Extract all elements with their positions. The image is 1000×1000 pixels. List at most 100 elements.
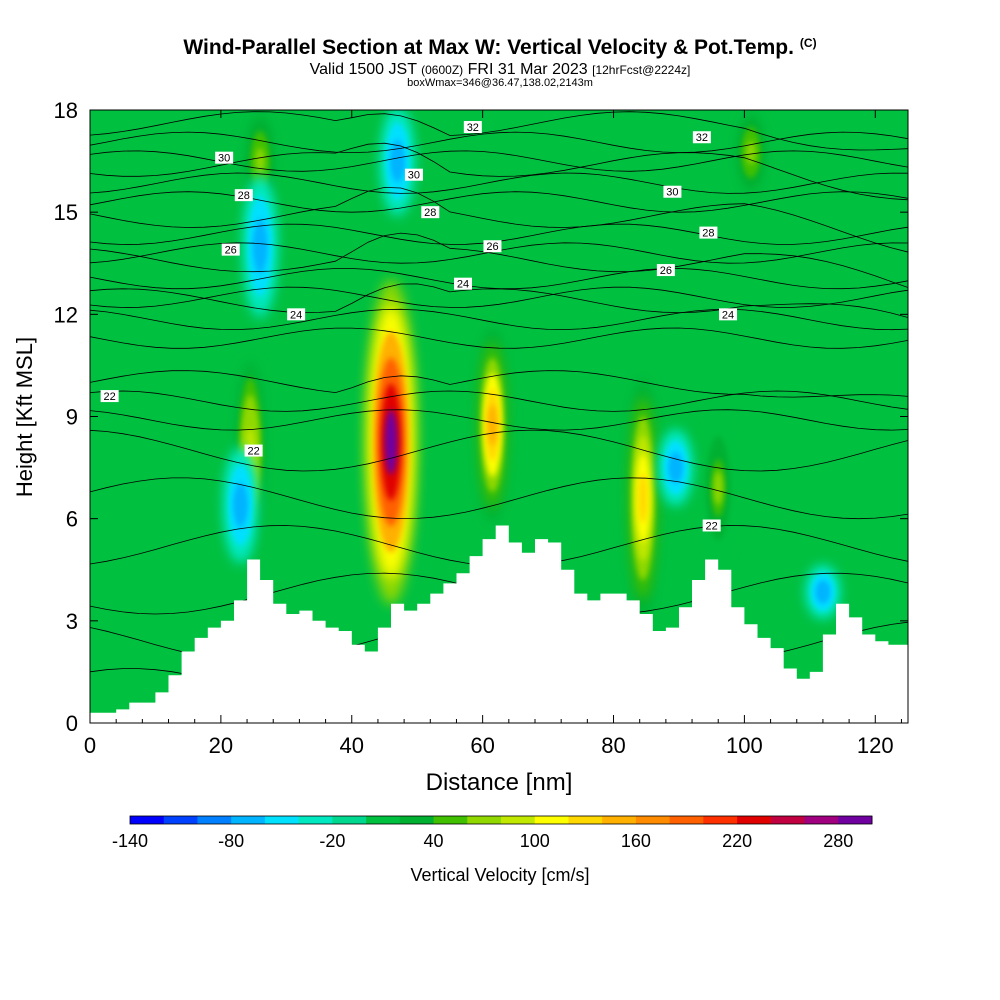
y-axis: 0 3 6 9 12 15 18 [54, 98, 908, 736]
colorbar-tick-label: 40 [424, 831, 444, 851]
contour-label: 30 [215, 151, 234, 165]
contour-label: 24 [287, 308, 306, 321]
velocity-core-11 [806, 565, 839, 619]
colorbar-tick-label: -20 [319, 831, 345, 851]
colorbar-swatch [163, 816, 198, 824]
velocity-core-5 [734, 110, 767, 200]
colorbar-frame [129, 815, 873, 825]
x-tick-label: 120 [857, 733, 894, 758]
isentrope-line [90, 172, 908, 194]
contour-label-text: 30 [408, 170, 420, 182]
isentrope-line [90, 477, 908, 520]
y-tick-label: 6 [66, 507, 78, 532]
colorbar-swatch [804, 816, 839, 824]
contour-label: 22 [702, 519, 721, 532]
contour-label-text: 30 [666, 187, 678, 199]
contour-label: 30 [663, 185, 682, 199]
x-tick-label: 20 [209, 733, 233, 758]
contour-label: 30 [404, 168, 423, 182]
contour-label-text: 22 [706, 520, 718, 532]
y-tick-label: 3 [66, 609, 78, 634]
isentrope-contours [90, 111, 908, 710]
colorbar-swatch [399, 816, 435, 824]
isentrope-line [90, 308, 908, 331]
isentrope-line [90, 409, 908, 431]
colorbar-swatch [669, 816, 704, 824]
colorbar-swatch [534, 816, 569, 824]
isentrope-line [90, 267, 908, 290]
colorbar-swatch [197, 816, 232, 824]
colorbar-swatch [264, 816, 300, 824]
colorbar-swatch [231, 816, 266, 824]
contour-label-text: 28 [238, 190, 250, 202]
contour-label-text: 32 [467, 122, 479, 134]
velocity-core-2 [626, 378, 659, 619]
contour-label: 32 [692, 131, 711, 144]
chart-title: Wind-Parallel Section at Max W: Vertical… [0, 36, 1000, 60]
copyright-mark: (C) [799, 36, 817, 50]
valid-time-line: Valid 1500 JST (0600Z) FRI 31 Mar 2023 [… [0, 61, 1000, 79]
colorbar-swatch [433, 816, 468, 824]
y-tick-label: 9 [66, 405, 78, 430]
x-axis-label: Distance [nm] [426, 769, 573, 796]
colorbar-swatch [130, 816, 165, 824]
contour-label: 22 [100, 390, 119, 403]
contour-label-text: 26 [225, 245, 237, 257]
isentrope-line [90, 286, 908, 308]
forecast-info: [12hrFcst@2224z] [592, 63, 691, 77]
colorbar-tick-label: 160 [621, 831, 651, 851]
colorbar-swatch [770, 816, 806, 824]
contour-label-text: 24 [722, 309, 734, 321]
isentrope-line-28 [90, 186, 908, 253]
x-tick-label: 60 [470, 733, 494, 758]
isentrope-line [90, 429, 908, 472]
y-tick-label: 15 [54, 200, 78, 225]
y-tick-label: 0 [66, 711, 78, 736]
terrain [90, 525, 908, 723]
velocity-core-8 [244, 174, 277, 319]
isentrope-line-22 [90, 370, 908, 398]
contour-label: 26 [483, 240, 502, 253]
y-axis-label: Height [Kft MSL] [12, 337, 37, 497]
contour-label-text: 24 [290, 309, 302, 321]
contour-label: 24 [454, 277, 473, 291]
colorbar-swatch [501, 816, 536, 824]
contour-label-text: 30 [218, 153, 230, 165]
contour-label-text: 24 [457, 279, 469, 291]
x-tick-label: 40 [340, 733, 364, 758]
contour-label: 32 [463, 121, 482, 134]
chart-title-main: Wind-Parallel Section at Max W: Vertical… [183, 36, 794, 59]
y-tick-label: 18 [54, 98, 78, 123]
colorbar-tick-label: -80 [218, 831, 244, 851]
isentrope-line [90, 131, 908, 154]
isentrope-line [90, 191, 908, 213]
contour-label-text: 28 [702, 228, 714, 240]
x-axis: 0 20 40 60 80 100 120 [84, 110, 902, 758]
velocity-core-1 [476, 327, 509, 523]
contour-label-text: 32 [696, 132, 708, 144]
x-tick-label: 0 [84, 733, 96, 758]
contour-labels: 32 32 30 30 30 28 28 28 26 26 26 24 24 24 22 22 22 [100, 121, 738, 532]
isentrope-line-32 [90, 111, 908, 151]
contour-label: 28 [699, 226, 718, 240]
colorbar-swatch [602, 816, 637, 824]
y-tick-label: 12 [54, 302, 78, 327]
colorbar-tick-label: 100 [520, 831, 550, 851]
contour-label: 28 [234, 189, 253, 202]
contour-label: 26 [221, 243, 240, 257]
colorbar-swatch [635, 816, 671, 824]
contour-label: 24 [719, 308, 738, 321]
colorbar-tick-label: -140 [112, 831, 148, 851]
colorbar-swatch [467, 816, 502, 824]
isentrope-line [90, 327, 908, 349]
valid-prefix: Valid 1500 JST [309, 61, 417, 78]
colorbar-swatch [568, 816, 603, 824]
velocity-core-7 [224, 446, 257, 564]
x-tick-label: 100 [726, 733, 763, 758]
colorbar-tick-label: 220 [722, 831, 752, 851]
velocity-core-6 [702, 412, 735, 564]
plot-area: 32 32 30 30 30 28 28 28 26 26 26 24 24 24 22 22 22 [90, 110, 908, 723]
contour-label-text: 22 [104, 391, 116, 403]
velocity-core-0 [365, 279, 418, 605]
